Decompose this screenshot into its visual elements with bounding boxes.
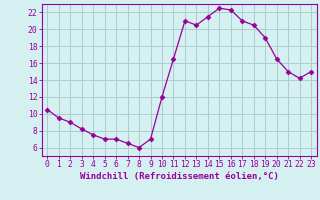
X-axis label: Windchill (Refroidissement éolien,°C): Windchill (Refroidissement éolien,°C) <box>80 172 279 181</box>
